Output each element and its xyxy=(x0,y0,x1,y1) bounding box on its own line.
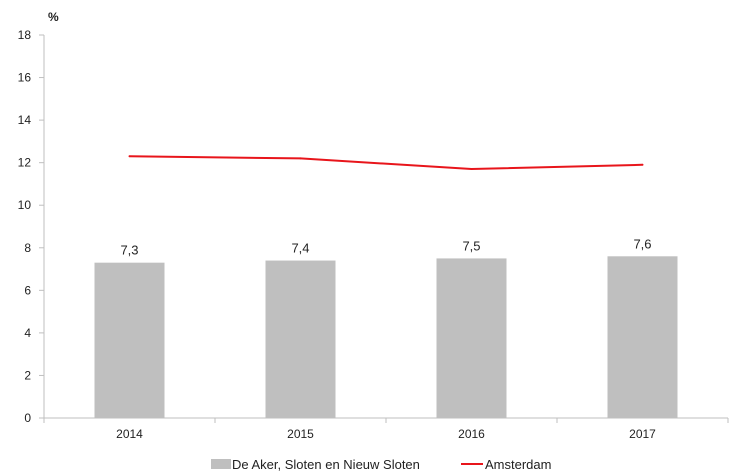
y-tick-label: 6 xyxy=(24,283,31,297)
x-tick-label: 2017 xyxy=(629,427,656,441)
bar-data-label: 7,6 xyxy=(633,236,651,251)
legend-swatch-bars xyxy=(211,459,231,469)
x-tick-label: 2015 xyxy=(287,427,314,441)
amsterdam-point xyxy=(641,163,644,166)
y-tick-label: 12 xyxy=(18,156,32,170)
legend: De Aker, Sloten en Nieuw Sloten Amsterdam xyxy=(211,457,551,472)
x-tick-label: 2016 xyxy=(458,427,485,441)
y-tick-label: 14 xyxy=(18,113,32,127)
y-tick-label: 10 xyxy=(18,198,32,212)
amsterdam-point xyxy=(470,168,473,171)
bar-2016 xyxy=(436,258,507,418)
bar-data-label: 7,4 xyxy=(291,241,309,256)
bar-2015 xyxy=(265,260,336,418)
bar-2014 xyxy=(94,262,165,418)
plot-area: 0 2 4 6 8 10 12 14 16 18 2014 2015 2016 2017 7,3 7,4 7,5… xyxy=(18,28,729,441)
amsterdam-line xyxy=(129,155,643,171)
bar-data-label: 7,5 xyxy=(462,238,480,253)
legend-label-line: Amsterdam xyxy=(485,457,551,472)
amsterdam-point xyxy=(299,157,302,160)
x-tick-label: 2014 xyxy=(116,427,143,441)
bar-2017 xyxy=(607,256,678,418)
y-tick-label: 8 xyxy=(24,241,31,255)
y-unit-label: % xyxy=(48,10,59,24)
y-tick-label: 4 xyxy=(24,326,31,340)
y-tick-label: 2 xyxy=(24,368,31,382)
amsterdam-point xyxy=(128,155,131,158)
legend-label-bars: De Aker, Sloten en Nieuw Sloten xyxy=(232,457,420,472)
bar-data-label: 7,3 xyxy=(120,243,138,258)
y-tick-label: 0 xyxy=(24,411,31,425)
y-tick-label: 16 xyxy=(18,71,32,85)
y-tick-label: 18 xyxy=(18,28,32,42)
